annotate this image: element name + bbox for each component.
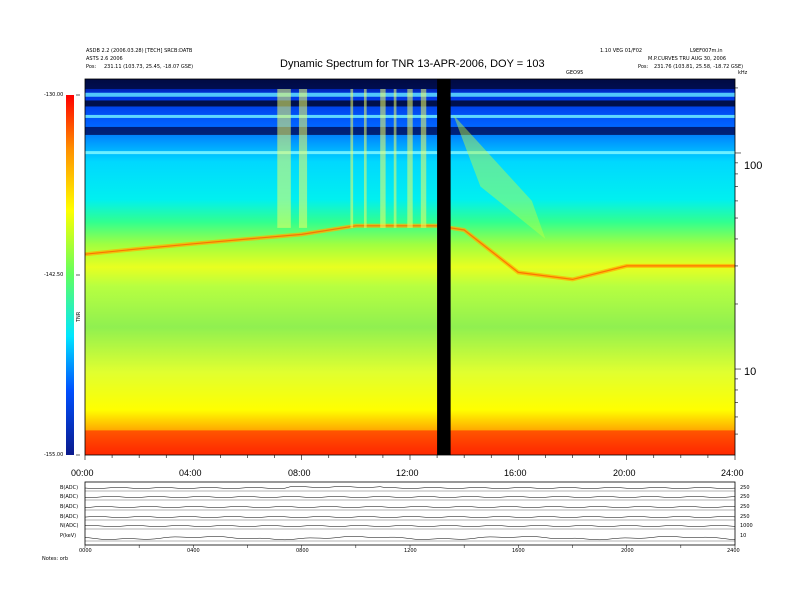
radio-burst bbox=[393, 89, 397, 228]
header-right-line2: M.P.CURVES TRU AUG 30, 2006 bbox=[648, 56, 727, 62]
bottom-x-tick-label: 0800 bbox=[296, 548, 309, 554]
x-axis bbox=[84, 455, 736, 460]
bottom-footnote: Notes: orb bbox=[42, 556, 69, 562]
bottom-trace bbox=[84, 516, 736, 518]
radio-burst bbox=[363, 89, 367, 228]
decay-feature bbox=[453, 114, 546, 239]
bottom-traces bbox=[84, 486, 736, 542]
x-tick-label: 12:00 bbox=[396, 468, 419, 478]
colorbar-mid-label: -142.50 bbox=[44, 272, 64, 278]
bottom-row-label: N(ADC) bbox=[60, 523, 79, 529]
data-gap bbox=[437, 79, 451, 455]
radio-burst bbox=[407, 89, 413, 228]
x-tick-label: 20:00 bbox=[613, 468, 636, 478]
colorbar-unit: TNR bbox=[76, 311, 82, 322]
bottom-right-label: 250 bbox=[740, 485, 750, 491]
x-tick-label: 08:00 bbox=[288, 468, 311, 478]
bottom-row-label: P(keV) bbox=[60, 533, 77, 539]
bottom-right-label: 250 bbox=[740, 504, 750, 510]
bottom-x-tick-label: 2000 bbox=[621, 548, 634, 554]
x-tick-label: 24:00 bbox=[721, 468, 744, 478]
bottom-x-tick-label: 0000 bbox=[79, 548, 92, 554]
bottom-x-axis bbox=[84, 545, 736, 548]
low-frequency-band bbox=[85, 430, 735, 455]
bottom-row-label: B(ADC) bbox=[60, 494, 79, 500]
header-left-pos-label: Pos: bbox=[86, 64, 97, 70]
bottom-x-tick-label: 1600 bbox=[512, 548, 525, 554]
radio-burst bbox=[420, 89, 427, 228]
colorbar-top-label: -130.00 bbox=[44, 92, 64, 98]
chart-title: Dynamic Spectrum for TNR 13-APR-2006, DO… bbox=[280, 58, 545, 70]
bottom-right-label: 1000 bbox=[740, 523, 753, 529]
header-left-pos-value: 231.11 (103.73, 25.45, -18.07 GSE) bbox=[104, 64, 194, 70]
bottom-right-label: 250 bbox=[740, 494, 750, 500]
freq-unit-label: kHz bbox=[738, 70, 748, 76]
header-right-pos-label: Pos: bbox=[638, 64, 649, 70]
x-tick-label: 00:00 bbox=[71, 468, 94, 478]
header-left-line2: ASTS 2.6 2006 bbox=[86, 56, 123, 62]
bottom-trace bbox=[84, 486, 736, 489]
header-center-tag: GEO95 bbox=[566, 70, 584, 76]
bottom-trace bbox=[84, 536, 736, 541]
radio-burst bbox=[298, 89, 308, 228]
interference-band bbox=[85, 79, 735, 89]
bottom-x-tick-label: 0400 bbox=[187, 548, 200, 554]
colorbar bbox=[66, 95, 74, 455]
header-right-pos-value: 231.76 (103.81, 25.58, -18.72 GSE) bbox=[654, 64, 744, 70]
y-tick-label: 10 bbox=[744, 366, 757, 378]
header-left-line1: ASDB 2.2 (2006.03.28) [TECH] SRCB:DATB bbox=[86, 48, 193, 54]
bottom-right-label: 250 bbox=[740, 514, 750, 520]
bottom-x-tick-label: 2400 bbox=[727, 548, 740, 554]
radio-burst bbox=[350, 89, 354, 228]
bottom-trace bbox=[84, 525, 736, 527]
bottom-panel bbox=[84, 481, 736, 548]
y-tick-label: 100 bbox=[744, 160, 763, 172]
colorbar-bottom-label: -155.00 bbox=[44, 452, 64, 458]
radio-burst bbox=[277, 89, 291, 228]
bottom-row-label: B(ADC) bbox=[60, 485, 79, 491]
bottom-x-tick-label: 1200 bbox=[404, 548, 417, 554]
bottom-right-label: 10 bbox=[740, 533, 747, 539]
radio-burst bbox=[380, 89, 386, 228]
bottom-trace bbox=[84, 506, 735, 508]
bottom-row-label: B(ADC) bbox=[60, 514, 79, 520]
spectrogram-panel bbox=[84, 78, 736, 456]
header-right-corner: L9EF007m.in bbox=[690, 48, 723, 54]
bottom-trace bbox=[84, 496, 736, 498]
x-tick-label: 04:00 bbox=[179, 468, 202, 478]
header-right-line1: 1.10 VEG 01/F02 bbox=[600, 48, 643, 54]
spectrogram-marks bbox=[84, 79, 735, 455]
bottom-row-label: B(ADC) bbox=[60, 504, 79, 510]
y-axis-right bbox=[735, 87, 741, 435]
x-tick-label: 16:00 bbox=[504, 468, 527, 478]
